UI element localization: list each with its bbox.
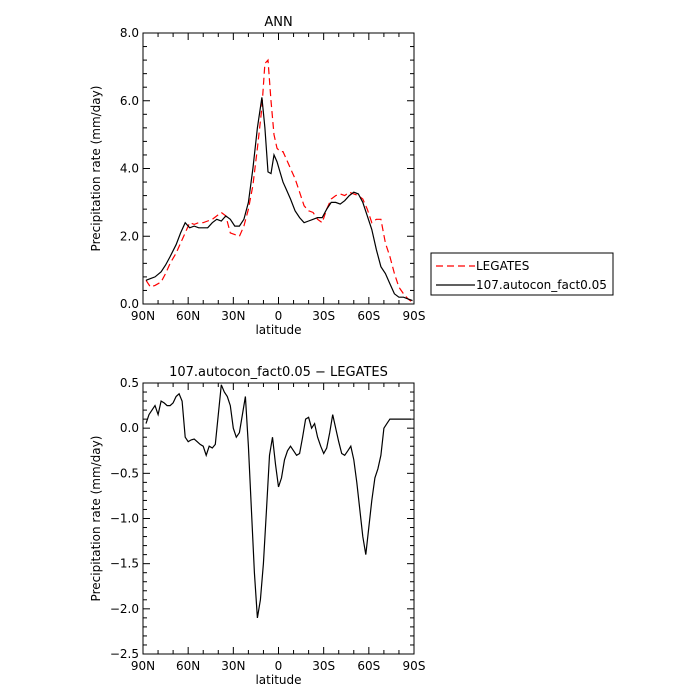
x-tick-label: 60N xyxy=(176,309,200,323)
x-tick-label: 0 xyxy=(275,309,283,323)
y-tick-label: 0.5 xyxy=(120,376,139,390)
y-tick-label: −0.5 xyxy=(110,466,139,480)
y-tick-label: 0.0 xyxy=(120,421,139,435)
x-tick-label: 30S xyxy=(312,659,335,673)
chart-title: 107.autocon_fact0.05 − LEGATES xyxy=(169,365,388,380)
x-tick-label: 30S xyxy=(312,309,335,323)
x-axis-label: latitude xyxy=(255,673,301,687)
annual-mean-panel: 0.0 2.0 4.0 6.0 8.0 90N 60N 30N 0 30S 60S 90S ANN lat… xyxy=(89,15,425,337)
y-tick-label: −2.5 xyxy=(110,647,139,661)
x-tick-label: 30N xyxy=(221,309,245,323)
x-tick-label: 60S xyxy=(357,659,380,673)
series-line-1 xyxy=(145,97,413,302)
legend-label: 107.autocon_fact0.05 xyxy=(476,278,607,292)
y-tick-label: 4.0 xyxy=(120,162,139,176)
x-axis-label: latitude xyxy=(255,323,301,337)
x-tick-label: 90N xyxy=(131,309,155,323)
y-tick-label: −2.0 xyxy=(110,602,139,616)
y-axis-label: Precipitation rate (mm/day) xyxy=(89,436,103,602)
x-tick-label: 90N xyxy=(131,659,155,673)
x-tick-label: 30N xyxy=(221,659,245,673)
y-tick-label: 0.0 xyxy=(120,297,139,311)
y-tick-label: −1.5 xyxy=(110,557,139,571)
y-tick-label: 2.0 xyxy=(120,229,139,243)
x-tick-label: 90S xyxy=(403,659,426,673)
y-axis-label: Precipitation rate (mm/day) xyxy=(89,86,103,252)
y-tick-label: 8.0 xyxy=(120,26,139,40)
y-tick-label: 6.0 xyxy=(120,94,139,108)
chart-title: ANN xyxy=(264,15,292,30)
x-tick-label: 0 xyxy=(275,659,283,673)
series-line-0 xyxy=(145,58,413,303)
difference-panel: −2.5 −2.0 −1.5 −1.0 −0.5 0.0 0.5 90N 60N 30N 0 30S 6… xyxy=(89,365,425,687)
legend-box xyxy=(430,252,614,296)
legend-label: LEGATES xyxy=(476,259,529,273)
x-tick-label: 60N xyxy=(176,659,200,673)
x-tick-label: 90S xyxy=(403,309,426,323)
legend: LEGATES 107.autocon_fact0.05 xyxy=(430,252,614,296)
series-line-0 xyxy=(145,384,411,618)
x-tick-label: 60S xyxy=(357,309,380,323)
y-tick-label: −1.0 xyxy=(110,512,139,526)
